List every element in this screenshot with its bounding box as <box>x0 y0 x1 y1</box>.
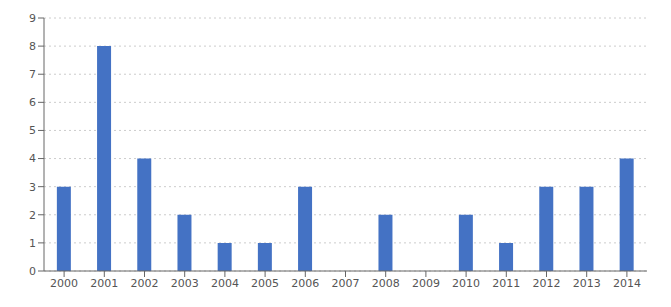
svg-text:6: 6 <box>29 96 36 109</box>
svg-text:2008: 2008 <box>372 277 400 290</box>
svg-text:2000: 2000 <box>50 277 78 290</box>
svg-text:0: 0 <box>29 265 36 278</box>
svg-text:2007: 2007 <box>332 277 360 290</box>
svg-text:4: 4 <box>29 152 36 165</box>
svg-text:8: 8 <box>29 40 36 53</box>
svg-text:2011: 2011 <box>492 277 520 290</box>
svg-text:2006: 2006 <box>291 277 319 290</box>
svg-text:3: 3 <box>29 181 36 194</box>
svg-text:2012: 2012 <box>533 277 561 290</box>
svg-text:2004: 2004 <box>211 277 239 290</box>
svg-text:2002: 2002 <box>131 277 159 290</box>
svg-text:2003: 2003 <box>171 277 199 290</box>
svg-text:7: 7 <box>29 68 36 81</box>
svg-text:1: 1 <box>29 237 36 250</box>
svg-text:2009: 2009 <box>412 277 440 290</box>
svg-text:9: 9 <box>29 12 36 25</box>
svg-text:5: 5 <box>29 124 36 137</box>
svg-text:2005: 2005 <box>251 277 279 290</box>
svg-text:2013: 2013 <box>573 277 601 290</box>
svg-text:2010: 2010 <box>452 277 480 290</box>
svg-text:2014: 2014 <box>613 277 641 290</box>
svg-text:2: 2 <box>29 209 36 222</box>
svg-text:2001: 2001 <box>90 277 118 290</box>
